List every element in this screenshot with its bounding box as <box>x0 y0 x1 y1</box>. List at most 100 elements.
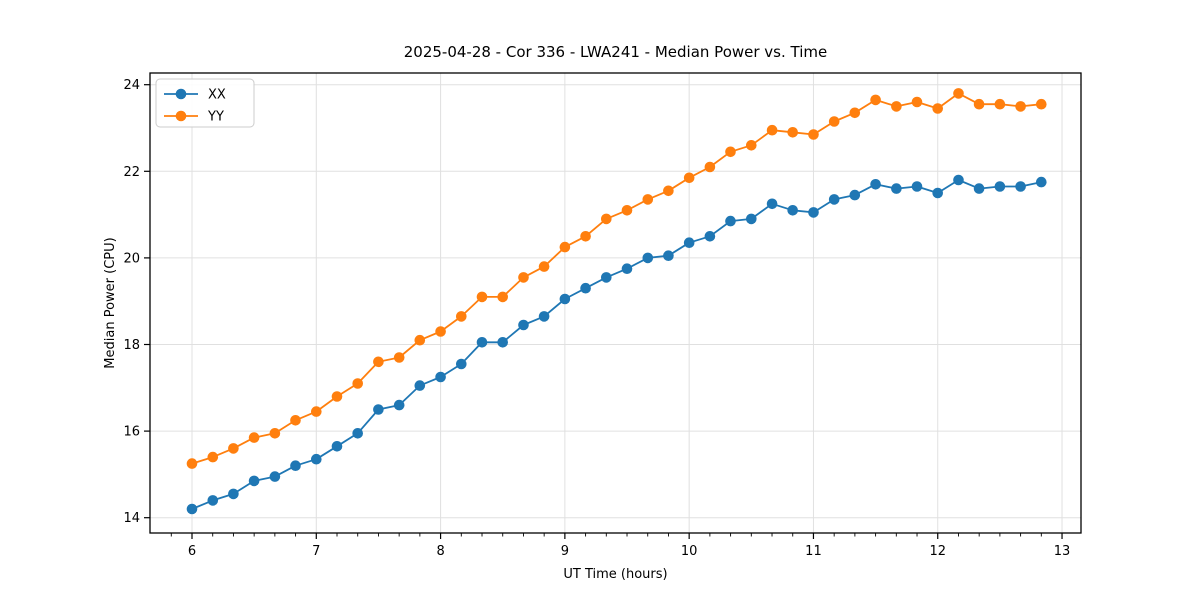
y-tick-label: 24 <box>123 78 140 93</box>
data-point-xx <box>269 471 281 482</box>
chart-title: 2025-04-28 - Cor 336 - LWA241 - Median P… <box>404 43 828 61</box>
data-point-yy <box>497 291 509 303</box>
x-tick-label: 8 <box>436 544 444 559</box>
data-point-xx <box>580 282 591 294</box>
data-point-xx <box>766 198 778 210</box>
data-point-xx <box>787 205 798 216</box>
data-point-yy <box>891 101 902 112</box>
x-tick-label: 11 <box>805 544 822 559</box>
data-point-xx <box>663 250 674 261</box>
data-point-yy <box>787 127 798 138</box>
y-tick-label: 14 <box>123 511 140 526</box>
data-point-yy <box>186 458 198 469</box>
data-point-yy <box>766 124 778 136</box>
data-point-xx <box>746 213 757 225</box>
data-point-yy <box>476 291 488 303</box>
data-point-yy <box>269 428 281 439</box>
data-point-yy <box>663 185 674 197</box>
data-point-yy <box>725 146 736 158</box>
y-tick-label: 16 <box>123 425 140 440</box>
data-point-xx <box>642 252 654 264</box>
data-point-yy <box>704 161 716 173</box>
data-point-yy <box>207 451 219 463</box>
x-tick-label: 10 <box>681 544 698 559</box>
data-point-yy <box>228 443 239 454</box>
y-tick-label: 20 <box>123 251 140 266</box>
data-point-xx <box>932 187 943 199</box>
data-point-xx <box>414 380 426 391</box>
data-point-xx <box>311 453 322 465</box>
data-point-yy <box>808 129 819 140</box>
data-point-xx <box>891 183 902 194</box>
data-point-yy <box>435 326 446 337</box>
data-point-xx <box>290 460 301 472</box>
data-point-yy <box>373 356 384 368</box>
data-point-yy <box>393 352 405 363</box>
data-point-yy <box>248 432 260 443</box>
data-point-xx <box>373 404 384 415</box>
data-point-yy <box>456 311 467 322</box>
data-point-yy <box>621 205 633 216</box>
data-point-yy <box>290 415 301 426</box>
data-point-yy <box>538 261 550 272</box>
data-point-yy <box>1036 98 1047 110</box>
plot-border <box>149 72 1082 534</box>
data-point-xx <box>228 488 239 500</box>
data-point-yy <box>414 334 426 346</box>
tick-labels: 6 7 8 9 10 11 12 13 14 16 18 20 22 24 <box>123 78 1070 559</box>
y-tick-label: 18 <box>123 338 140 353</box>
legend-box: XX YY <box>155 78 255 128</box>
data-point-xx <box>186 503 198 515</box>
data-point-xx <box>435 371 446 383</box>
data-point-yy <box>828 116 840 127</box>
data-point-yy <box>849 107 861 119</box>
data-point-yy <box>932 103 943 114</box>
legend-marker-xx <box>175 88 187 100</box>
y-axis-label: Median Power (CPU) <box>103 237 118 368</box>
data-point-xx <box>808 207 819 218</box>
data-point-xx <box>456 358 467 370</box>
x-axis-label: UT Time (hours) <box>563 567 667 582</box>
data-point-xx <box>621 263 633 275</box>
data-point-xx <box>248 475 260 487</box>
data-point-xx <box>559 293 571 305</box>
y-tick-label: 22 <box>123 165 140 180</box>
data-point-xx <box>704 231 716 242</box>
x-tick-label: 7 <box>312 544 320 559</box>
legend-label-xx: XX <box>208 88 226 103</box>
data-point-xx <box>870 179 881 190</box>
data-point-yy <box>683 172 695 184</box>
data-point-yy <box>1015 101 1026 112</box>
data-point-yy <box>601 213 612 225</box>
data-point-xx <box>352 428 364 439</box>
axis-ticks <box>144 84 1063 539</box>
data-point-xx <box>497 337 509 348</box>
data-point-xx <box>953 174 964 186</box>
x-tick-label: 12 <box>929 544 946 559</box>
data-point-xx <box>683 237 695 248</box>
data-point-yy <box>973 98 985 110</box>
legend-marker-yy <box>175 110 187 122</box>
data-point-xx <box>1036 176 1047 188</box>
data-point-xx <box>476 337 488 348</box>
data-point-yy <box>311 406 322 417</box>
x-tick-label: 9 <box>561 544 569 559</box>
data-point-yy <box>870 94 881 106</box>
data-point-xx <box>828 194 840 205</box>
data-point-yy <box>559 241 571 253</box>
x-tick-label: 13 <box>1054 544 1071 559</box>
data-point-yy <box>746 140 757 151</box>
data-point-xx <box>994 181 1006 192</box>
data-point-yy <box>911 96 923 108</box>
data-point-xx <box>207 495 219 506</box>
data-point-xx <box>518 319 529 331</box>
data-point-yy <box>518 272 529 283</box>
legend-border <box>155 78 255 128</box>
data-point-xx <box>973 183 985 194</box>
data-point-xx <box>538 311 550 322</box>
gridlines <box>150 73 1081 533</box>
data-point-yy <box>642 194 654 205</box>
data-point-yy <box>953 88 964 99</box>
